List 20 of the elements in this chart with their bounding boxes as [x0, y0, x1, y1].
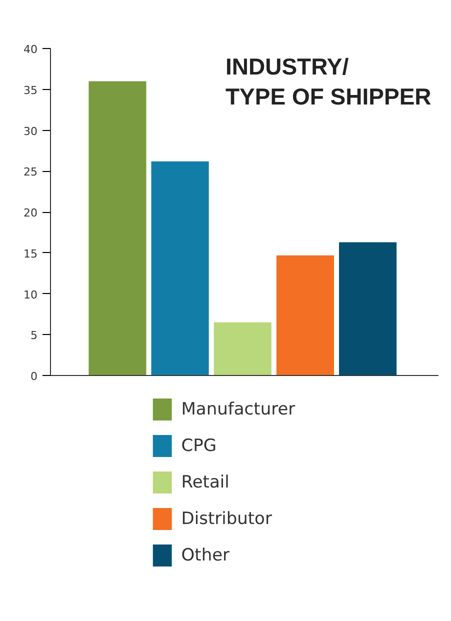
y-tick-label: 20	[24, 206, 38, 220]
legend-label: Other	[181, 546, 230, 566]
text: INDUSTRY/ TYPE OF SHIPPER	[226, 54, 432, 110]
legend-label: Manufacturer	[181, 400, 296, 420]
bar	[151, 161, 209, 376]
y-tick-label: 35	[24, 84, 38, 97]
legend-label: Retail	[181, 472, 230, 492]
legend-label: Distributor	[181, 509, 272, 529]
bar	[88, 81, 146, 376]
y-tick-label: 30	[24, 124, 38, 138]
y-tick-label: 15	[24, 247, 38, 260]
bar	[338, 242, 397, 376]
bar	[214, 322, 272, 376]
y-tick-label: 10	[24, 288, 38, 302]
y-tick-label: 40	[24, 43, 38, 56]
legend-label: CPG	[181, 436, 217, 456]
y-tick-label: 0	[30, 370, 38, 383]
y-tick-label: 5	[30, 329, 38, 342]
bar	[276, 255, 334, 376]
y-tick-label: 25	[24, 166, 38, 179]
